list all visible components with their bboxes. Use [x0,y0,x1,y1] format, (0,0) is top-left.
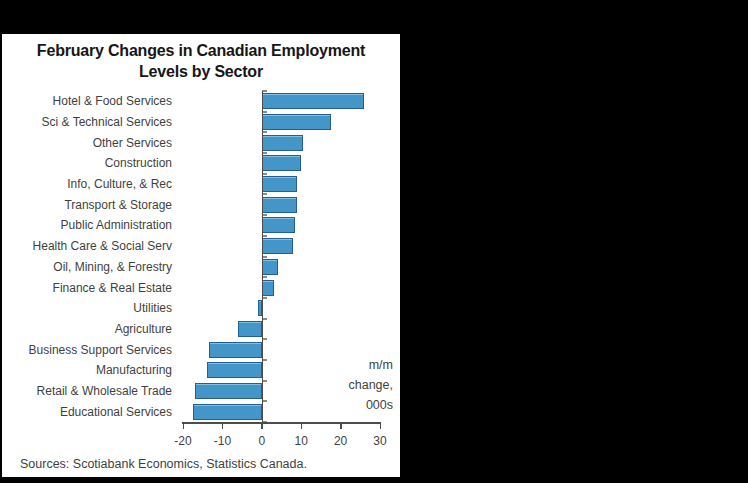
bar [262,197,297,213]
bar [262,280,274,296]
category-label: Educational Services [2,403,172,421]
category-label: Agriculture [2,320,172,338]
bar [262,176,297,192]
category-label: Business Support Services [2,341,172,359]
x-axis-tick [222,424,224,429]
chart-panel: February Changes in Canadian Employment … [2,34,400,477]
bar [193,404,262,420]
x-axis-tick-label: 10 [283,434,319,448]
units-annotation-line-3: 000s [349,395,393,415]
category-label: Transport & Storage [2,196,172,214]
category-label: Other Services [2,134,172,152]
category-label: Finance & Real Estate [2,279,172,297]
units-annotation-line-2: change, [349,375,393,395]
category-label: Hotel & Food Services [2,92,172,110]
zero-axis-line [262,91,264,422]
bar [262,114,331,130]
bar [195,383,262,399]
bar [262,238,294,254]
bar [262,135,303,151]
x-axis-tick-label: 0 [244,434,280,448]
category-label: Oil, Mining, & Forestry [2,258,172,276]
category-label: Retail & Wholesale Trade [2,382,172,400]
source-note: Sources: Scotiabank Economics, Statistic… [20,457,307,471]
bar [262,155,301,171]
category-label: Health Care & Social Serv [2,237,172,255]
x-axis-tick-label: -10 [204,434,240,448]
bar [207,362,262,378]
category-label: Public Administration [2,216,172,234]
bar-chart-plot: Hotel & Food Services Sci & Technical Ser… [2,34,400,477]
x-axis-tick [340,424,342,429]
x-axis-tick [380,424,382,429]
bar [262,217,295,233]
category-label: Info, Culture, & Rec [2,175,172,193]
x-axis-tick-label: 20 [323,434,359,448]
category-label: Manufacturing [2,361,172,379]
x-axis-tick-label: 30 [362,434,398,448]
category-label: Sci & Technical Services [2,113,172,131]
bar [262,93,364,109]
x-axis-tick [301,424,303,429]
x-axis-tick [261,424,263,429]
bar [238,321,262,337]
bar [209,342,262,358]
category-label: Utilities [2,299,172,317]
bar [262,259,278,275]
units-annotation-line-1: m/m [349,355,393,375]
x-axis-tick [183,424,185,429]
category-label: Construction [2,154,172,172]
x-axis-line [182,422,381,424]
x-axis-tick-label: -20 [165,434,201,448]
units-annotation: m/m change, 000s [349,355,393,415]
